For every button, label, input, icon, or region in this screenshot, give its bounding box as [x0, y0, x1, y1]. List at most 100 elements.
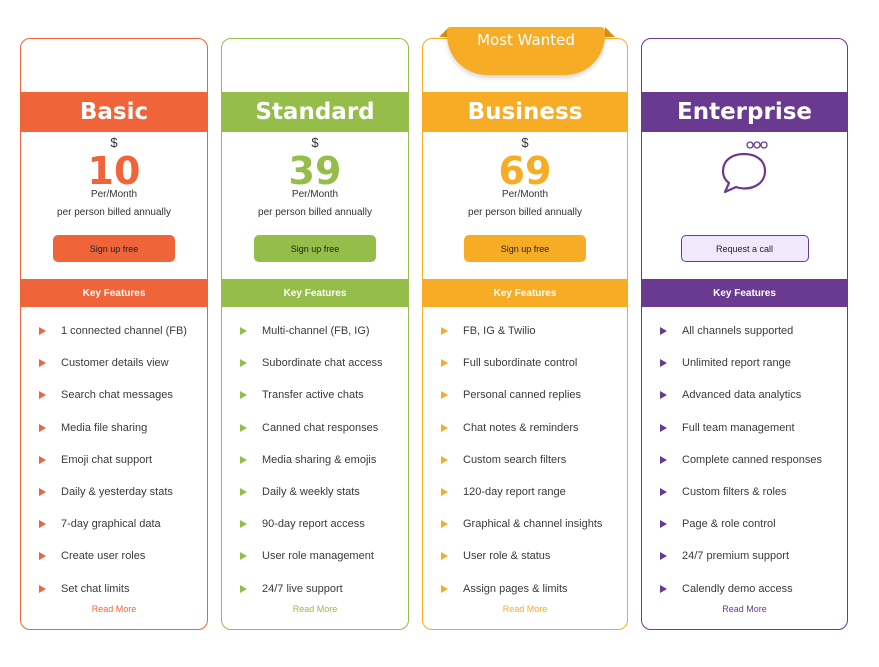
plan-price: 69	[498, 149, 552, 193]
key-features-header: Key Features	[21, 279, 207, 307]
price-period: Per/Month	[291, 189, 339, 200]
plan-card-business: Most Wanted Business $ 69 Per/Month per …	[422, 27, 628, 630]
feature-label: 120-day report range	[463, 486, 566, 499]
arrow-right-icon	[441, 488, 448, 497]
feature-label: User role management	[262, 550, 374, 563]
feature-label: 90-day report access	[262, 518, 365, 531]
plan-card-standard: Standard $ 39 Per/Month per person bille…	[221, 38, 409, 630]
arrow-right-icon	[660, 455, 667, 464]
request-call-button[interactable]: Request a call	[680, 235, 809, 262]
feature-item: 24/7 live support	[222, 573, 408, 605]
currency-symbol: $	[521, 135, 529, 150]
feature-item: Search chat messages	[21, 379, 207, 411]
feature-item: 24/7 premium support	[642, 540, 847, 572]
feature-item: Customer details view	[21, 347, 207, 379]
feature-label: Media file sharing	[61, 421, 148, 434]
sign-up-button[interactable]: Sign up free	[254, 235, 376, 262]
feature-item: Daily & weekly stats	[222, 476, 408, 508]
feature-item: Graphical & channel insights	[423, 508, 627, 540]
key-features-header: Key Features	[423, 279, 627, 307]
price-period: Per/Month	[501, 189, 549, 200]
feature-label: 24/7 premium support	[682, 550, 789, 563]
price-period: Per/Month	[90, 189, 138, 200]
feature-label: Daily & weekly stats	[262, 486, 360, 499]
feature-label: Custom search filters	[463, 453, 567, 466]
sign-up-button[interactable]: Sign up free	[53, 235, 175, 262]
chat-bubble-icon	[721, 141, 768, 194]
feature-label: FB, IG & Twilio	[463, 325, 536, 338]
arrow-right-icon	[660, 391, 667, 400]
feature-label: Canned chat responses	[262, 421, 379, 434]
arrow-right-icon	[240, 520, 247, 529]
feature-label: Search chat messages	[61, 389, 173, 402]
ribbon-fold	[439, 27, 449, 37]
feature-label: Complete canned responses	[682, 453, 823, 466]
arrow-right-icon	[441, 520, 448, 529]
plan-name: Business	[423, 92, 627, 132]
arrow-right-icon	[39, 327, 46, 336]
read-more-link[interactable]: Read More	[91, 604, 137, 614]
feature-item: 7-day graphical data	[21, 508, 207, 540]
feature-label: Chat notes & reminders	[463, 421, 579, 434]
feature-list: 1 connected channel (FB) Customer detail…	[21, 315, 207, 605]
plan-price: 10	[87, 149, 141, 193]
feature-item: 1 connected channel (FB)	[21, 315, 207, 347]
feature-label: Full subordinate control	[463, 357, 578, 370]
plan-name: Basic	[21, 92, 207, 132]
feature-item: All channels supported	[642, 315, 847, 347]
feature-item: Calendly demo access	[642, 573, 847, 605]
read-more-link[interactable]: Read More	[722, 604, 767, 614]
arrow-right-icon	[39, 488, 46, 497]
feature-item: 120-day report range	[423, 476, 627, 508]
arrow-right-icon	[660, 327, 667, 336]
feature-label: 7-day graphical data	[61, 518, 161, 531]
feature-list: All channels supported Unlimited report …	[642, 315, 847, 605]
plan-price: 39	[288, 149, 342, 193]
arrow-right-icon	[240, 552, 247, 561]
arrow-right-icon	[441, 584, 448, 593]
ribbon-fold	[605, 27, 615, 37]
feature-label: 1 connected channel (FB)	[61, 325, 187, 338]
feature-item: Assign pages & limits	[423, 573, 627, 605]
arrow-right-icon	[240, 327, 247, 336]
arrow-right-icon	[39, 520, 46, 529]
feature-item: Set chat limits	[21, 573, 207, 605]
feature-item: Transfer active chats	[222, 379, 408, 411]
arrow-right-icon	[39, 552, 46, 561]
currency-symbol: $	[110, 135, 118, 150]
feature-item: Custom filters & roles	[642, 476, 847, 508]
arrow-right-icon	[39, 359, 46, 368]
arrow-right-icon	[660, 423, 667, 432]
sign-up-button[interactable]: Sign up free	[464, 235, 586, 262]
feature-label: Unlimited report range	[682, 357, 791, 370]
feature-item: Page & role control	[642, 508, 847, 540]
feature-item: Chat notes & reminders	[423, 412, 627, 444]
arrow-right-icon	[441, 327, 448, 336]
feature-item: Unlimited report range	[642, 347, 847, 379]
feature-label: Set chat limits	[61, 582, 130, 595]
key-features-header: Key Features	[222, 279, 408, 307]
feature-item: Complete canned responses	[642, 444, 847, 476]
feature-label: Page & role control	[682, 518, 776, 531]
feature-item: FB, IG & Twilio	[423, 315, 627, 347]
feature-item: Custom search filters	[423, 444, 627, 476]
arrow-right-icon	[441, 359, 448, 368]
read-more-link[interactable]: Read More	[292, 604, 338, 614]
feature-item: Full team management	[642, 412, 847, 444]
feature-label: Calendly demo access	[682, 582, 793, 595]
arrow-right-icon	[660, 584, 667, 593]
plan-name: Standard	[222, 92, 408, 132]
arrow-right-icon	[240, 423, 247, 432]
feature-label: Advanced data analytics	[682, 389, 802, 402]
feature-label: 24/7 live support	[262, 582, 343, 595]
arrow-right-icon	[660, 520, 667, 529]
arrow-right-icon	[240, 455, 247, 464]
arrow-right-icon	[441, 391, 448, 400]
feature-item: Personal canned replies	[423, 379, 627, 411]
arrow-right-icon	[441, 455, 448, 464]
feature-label: Emoji chat support	[61, 453, 153, 466]
read-more-link[interactable]: Read More	[502, 604, 548, 614]
feature-label: Assign pages & limits	[463, 582, 568, 595]
most-wanted-ribbon: Most Wanted	[447, 27, 605, 75]
arrow-right-icon	[240, 359, 247, 368]
